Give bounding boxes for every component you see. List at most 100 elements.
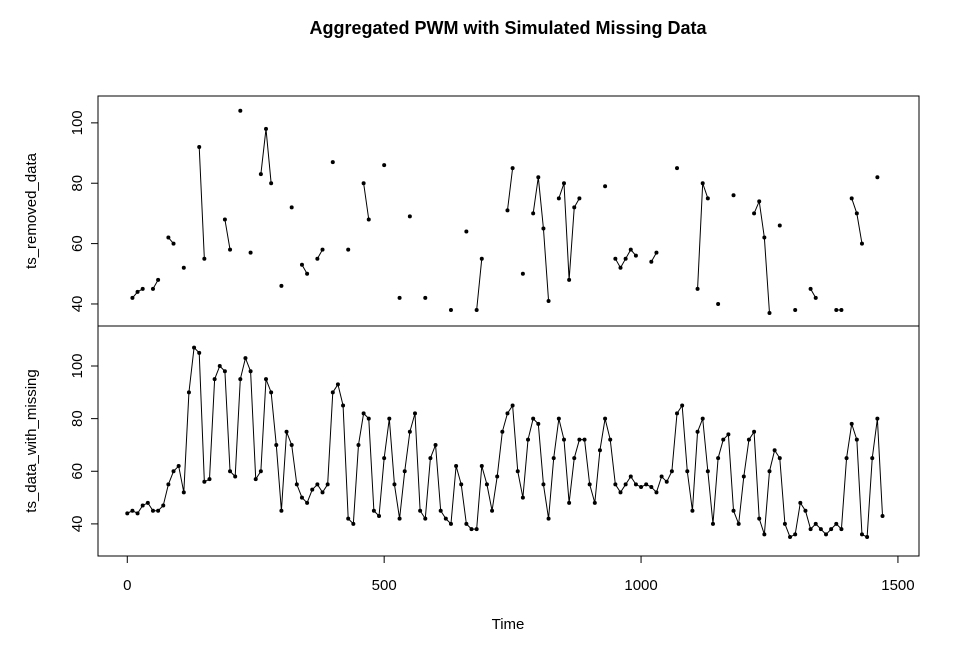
data-point	[361, 181, 366, 186]
y-tick-label: 40	[69, 296, 86, 313]
data-point	[757, 516, 762, 521]
data-point	[551, 456, 556, 461]
data-point	[633, 253, 638, 258]
data-point	[428, 456, 433, 461]
data-point	[870, 456, 875, 461]
data-point	[371, 508, 376, 513]
data-point	[320, 247, 325, 252]
data-point	[402, 469, 407, 474]
data-point	[361, 411, 366, 416]
data-point	[289, 442, 294, 447]
data-point	[520, 495, 525, 500]
data-point	[762, 235, 767, 240]
data-point	[803, 508, 808, 513]
x-tick-label: 0	[123, 577, 131, 594]
data-point	[150, 286, 155, 291]
data-point	[484, 482, 489, 487]
data-point	[854, 437, 859, 442]
data-point	[561, 181, 566, 186]
data-point	[490, 508, 495, 513]
x-tick-label: 1000	[624, 577, 657, 594]
data-point	[181, 490, 186, 495]
data-point	[736, 521, 741, 526]
data-point	[664, 479, 669, 484]
data-point	[495, 474, 500, 479]
data-point	[479, 464, 484, 468]
data-point	[546, 298, 551, 303]
x-tick-label: 1500	[881, 577, 914, 594]
y-tick-label: 60	[69, 463, 86, 480]
data-point	[572, 456, 577, 461]
data-point	[556, 416, 561, 421]
data-point	[731, 508, 736, 513]
data-point	[613, 482, 618, 487]
data-point	[597, 448, 602, 453]
data-point	[567, 277, 572, 282]
data-point	[777, 456, 782, 461]
data-point	[834, 521, 839, 526]
data-point	[243, 356, 248, 361]
data-point	[613, 256, 618, 261]
data-point	[824, 532, 829, 537]
data-point	[258, 172, 263, 177]
data-point	[618, 265, 623, 270]
data-point	[248, 369, 253, 374]
data-point	[166, 482, 171, 487]
data-point	[633, 482, 638, 487]
data-point	[793, 532, 798, 537]
data-point	[798, 500, 803, 505]
data-point	[238, 377, 243, 382]
data-point	[659, 474, 664, 479]
data-point	[289, 205, 294, 210]
data-point	[320, 490, 325, 495]
data-point	[675, 411, 680, 416]
data-point	[721, 437, 726, 442]
data-point	[700, 181, 705, 186]
data-point	[397, 295, 402, 300]
data-point	[330, 390, 335, 395]
data-point	[171, 469, 176, 474]
data-point	[854, 211, 859, 216]
data-point	[716, 456, 721, 461]
data-point	[305, 500, 310, 505]
data-point	[710, 521, 715, 526]
data-point	[623, 482, 628, 487]
data-point	[279, 508, 284, 513]
data-point	[752, 429, 757, 434]
data-point	[197, 350, 202, 355]
data-point	[166, 235, 171, 240]
data-point	[577, 196, 582, 201]
data-point	[541, 482, 546, 487]
data-point	[346, 516, 351, 521]
data-point	[454, 464, 459, 468]
data-point	[469, 527, 474, 532]
data-point	[556, 196, 561, 201]
data-point	[140, 503, 145, 508]
data-point	[767, 311, 772, 316]
data-point	[746, 437, 751, 442]
data-point	[839, 527, 844, 532]
data-point	[150, 508, 155, 513]
data-point	[587, 482, 592, 487]
data-point	[644, 482, 649, 487]
data-point	[618, 490, 623, 495]
data-point	[577, 437, 582, 442]
data-point	[382, 163, 387, 168]
data-point	[510, 166, 515, 171]
data-point	[351, 521, 356, 526]
data-point	[197, 145, 202, 150]
series-line	[127, 346, 884, 538]
data-point	[474, 527, 479, 532]
data-point	[865, 535, 870, 540]
data-point	[685, 469, 690, 474]
data-point	[520, 271, 525, 276]
data-point	[335, 382, 340, 387]
data-point	[438, 508, 443, 513]
data-point	[793, 308, 798, 313]
data-point	[726, 432, 731, 437]
data-point	[387, 416, 392, 421]
data-point	[464, 229, 469, 234]
data-point	[531, 416, 536, 421]
data-point	[690, 508, 695, 513]
